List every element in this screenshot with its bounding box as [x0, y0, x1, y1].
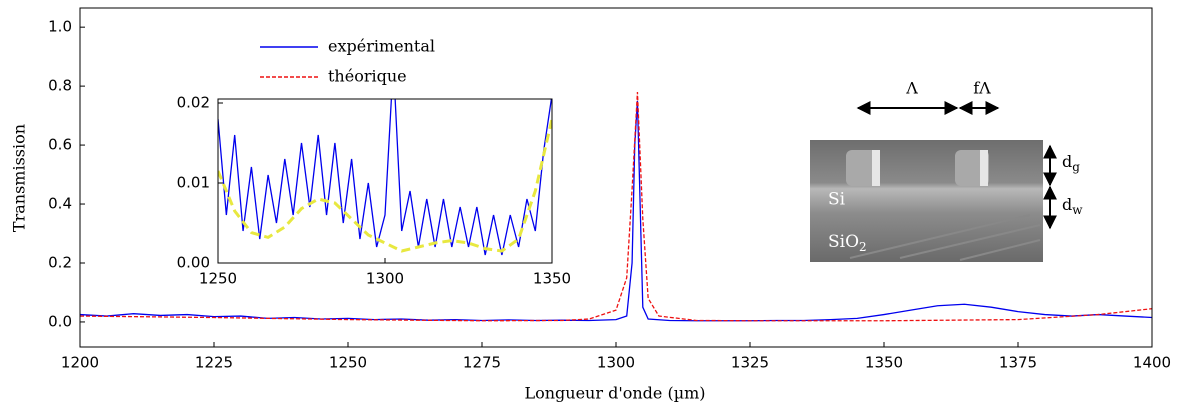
y-axis-label: Transmission	[10, 124, 29, 232]
x-tick-label: 1400	[1133, 354, 1171, 372]
chart-0: 1200 1225 1250 1275 1300 1325 1350 1375 14000.00…	[48, 7, 1171, 372]
x-tick-label: 1350	[865, 354, 903, 372]
legend-label: théorique	[328, 67, 407, 86]
grating-depth-label: dg	[1062, 152, 1080, 174]
chart-1: 1250 1300 1350 0.00 0.01 0.02	[177, 94, 572, 288]
si-label: Si	[828, 190, 846, 210]
x-tick-label: 1250	[329, 354, 367, 372]
y-tick-label: 0.6	[48, 136, 72, 154]
plot-area	[80, 91, 1152, 322]
subscript: g	[1072, 160, 1080, 174]
y-tick-label: 0.4	[48, 195, 72, 213]
period-label: Λ	[905, 79, 918, 98]
waveguide-depth-label: dw	[1062, 195, 1083, 217]
legend-label: expérimental	[328, 37, 435, 56]
symbol: d	[1062, 152, 1072, 171]
x-tick-label: 1375	[999, 354, 1037, 372]
x-tick-label: 1275	[463, 354, 501, 372]
series-line	[80, 91, 1152, 322]
x-axis-label: Longueur d'onde (µm)	[524, 384, 705, 403]
x-tick-label: 1350	[533, 270, 571, 288]
y-tick-label: 0.00	[177, 254, 210, 272]
y-tick-label: 0.0	[48, 312, 72, 330]
y-tick-label: 0.2	[48, 253, 72, 271]
y-tick-label: 1.0	[48, 18, 72, 36]
x-tick-label: 1200	[61, 354, 99, 372]
x-tick-label: 1300	[597, 354, 635, 372]
subscript: w	[1072, 203, 1083, 217]
sio2-label: SiO2	[828, 232, 867, 254]
y-tick-label: 0.8	[48, 77, 72, 95]
y-tick-label: 0.02	[177, 94, 210, 112]
series-line	[218, 99, 552, 256]
x-tick-label: 1325	[731, 354, 769, 372]
symbol: d	[1062, 195, 1072, 214]
sem-image: Λ fΛ dg dw Si SiO2	[810, 79, 1083, 262]
y-tick-label: 0.01	[177, 174, 210, 192]
x-tick-label: 1225	[195, 354, 233, 372]
x-tick-label: 1300	[366, 270, 404, 288]
width-label: fΛ	[973, 79, 991, 98]
subscript: 2	[859, 240, 867, 254]
formula: SiO	[828, 232, 859, 252]
x-tick-label: 1250	[199, 270, 237, 288]
inset-background	[218, 99, 552, 263]
plot-area	[218, 99, 552, 256]
